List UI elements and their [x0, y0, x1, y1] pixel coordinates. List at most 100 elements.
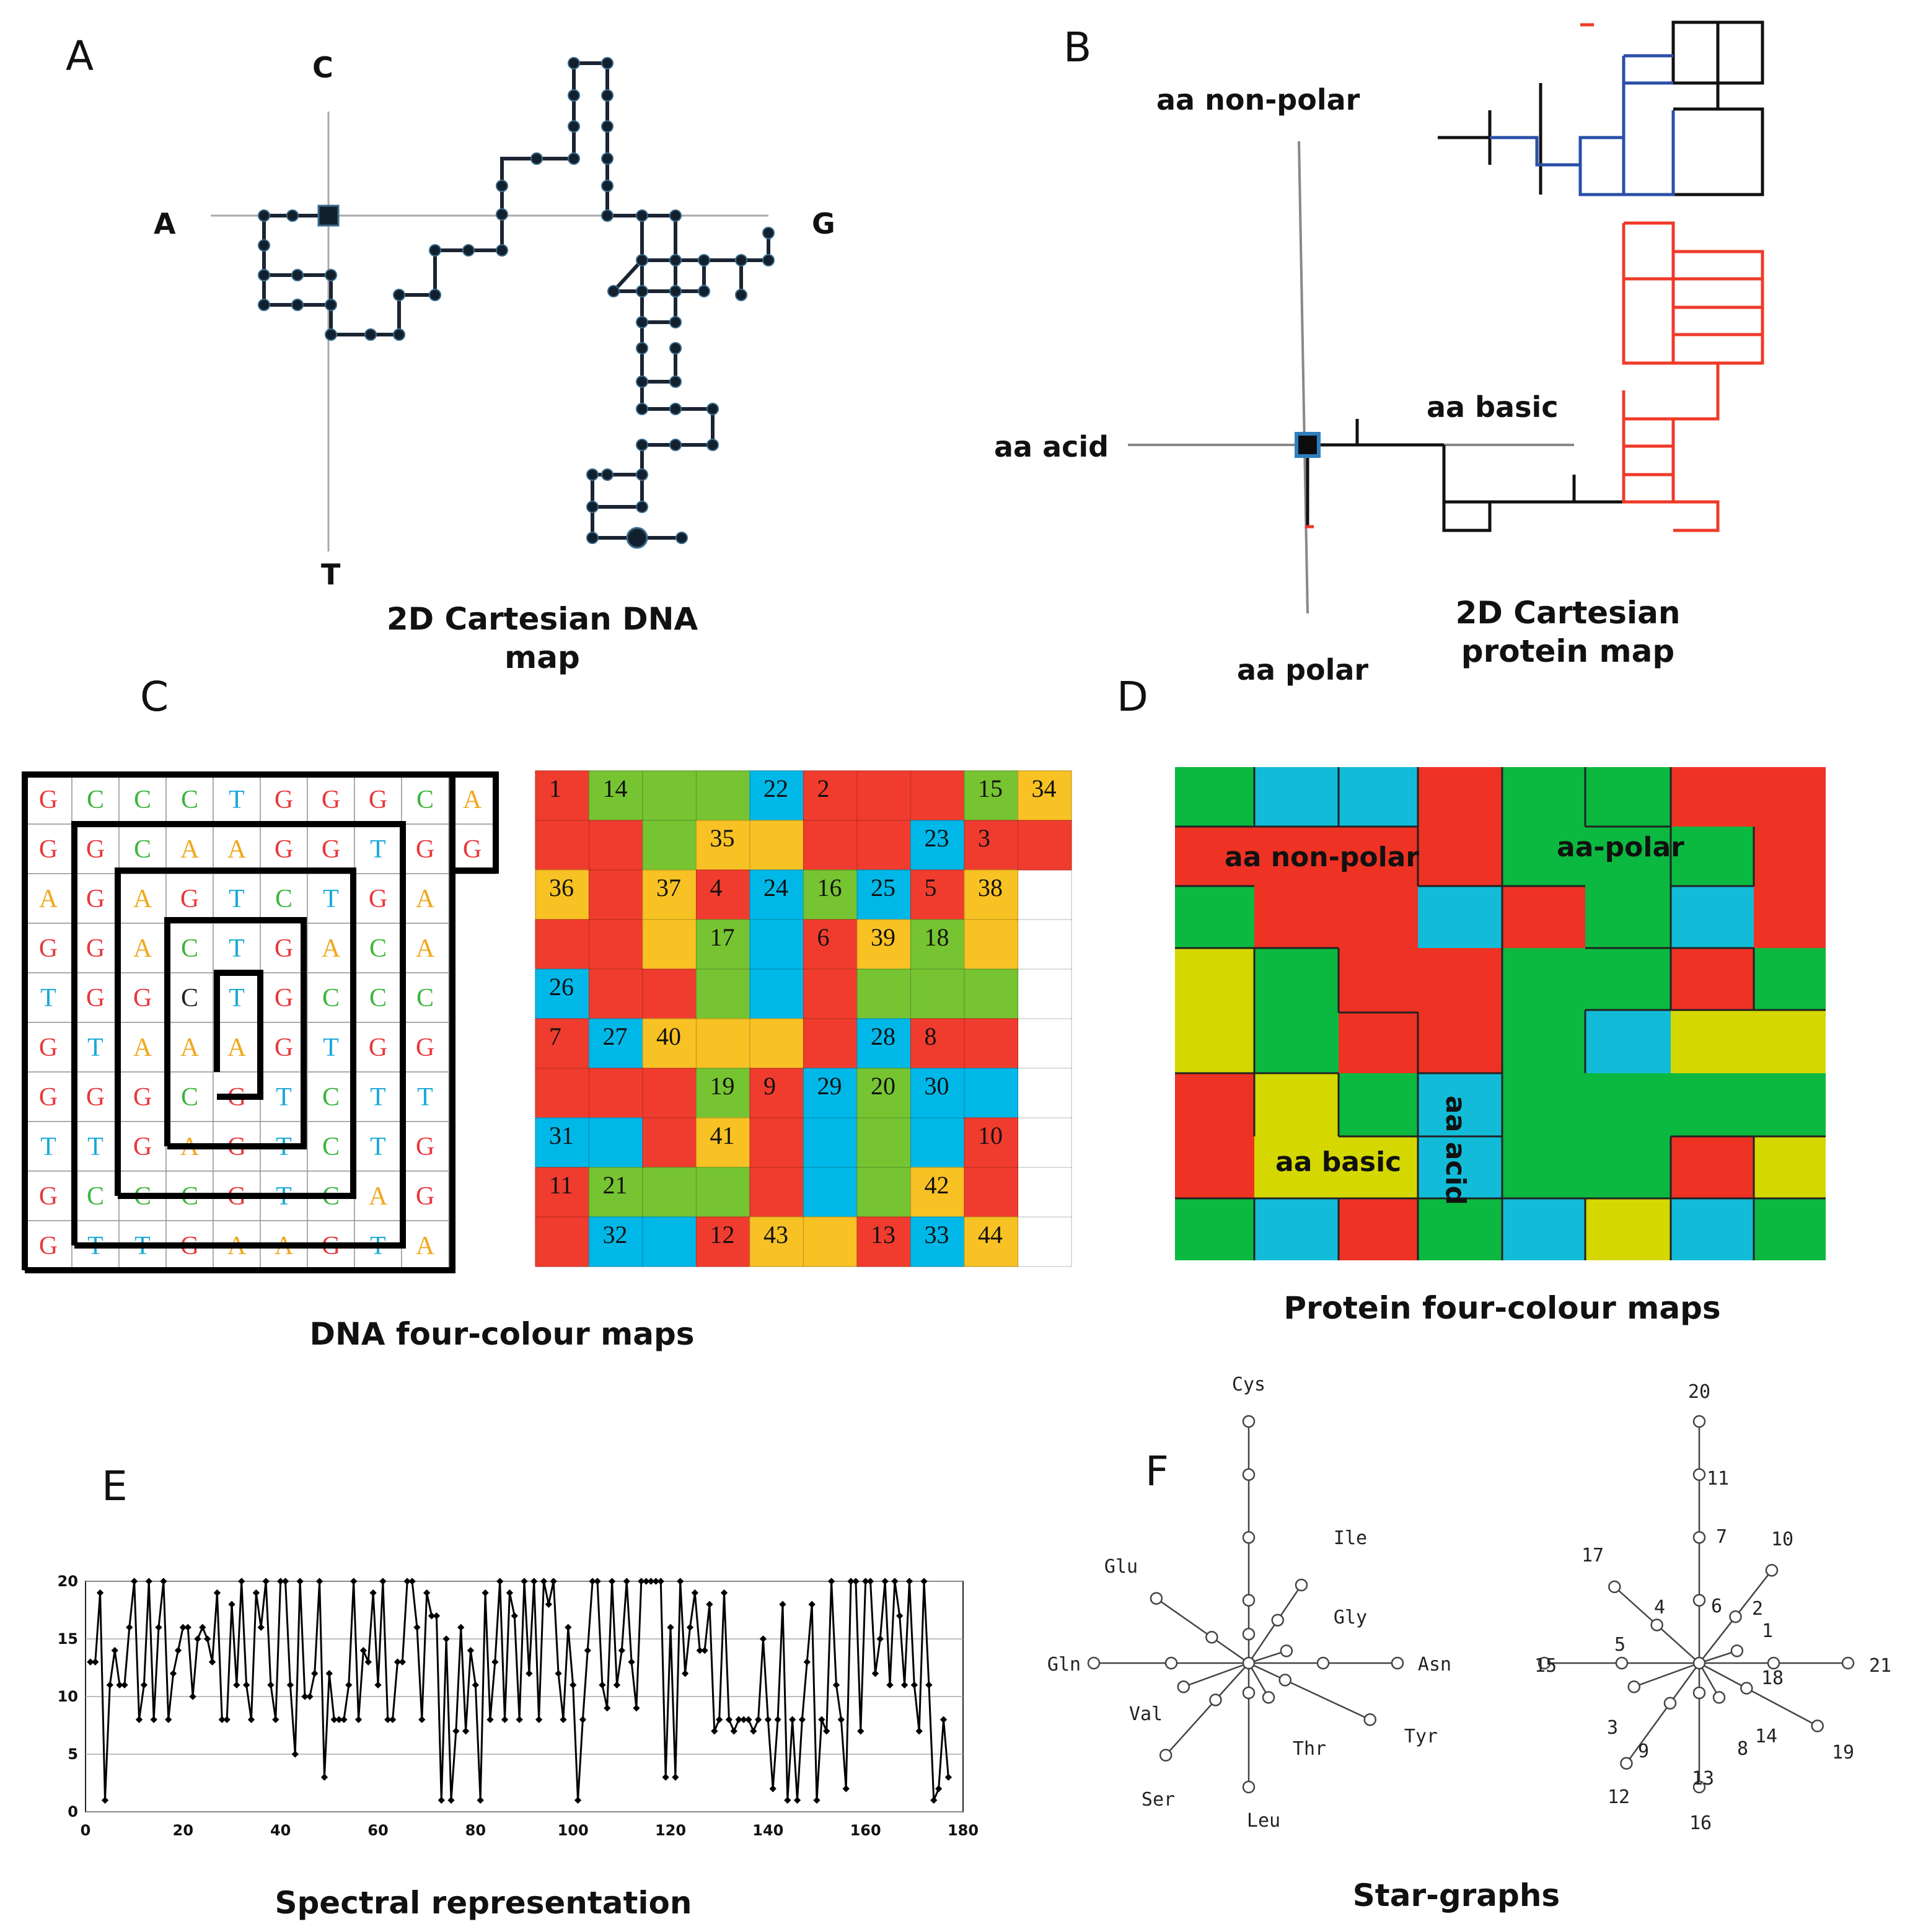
- star-spoke: [1634, 1662, 1700, 1688]
- dna-grid-letter: T: [323, 1034, 339, 1062]
- spectral-point: [667, 1623, 674, 1631]
- protein-region-cell: [1254, 886, 1339, 948]
- spectral-point: [252, 1589, 260, 1597]
- spectral-point: [818, 1716, 825, 1723]
- spectral-point: [745, 1716, 752, 1723]
- dna-region-cell: [696, 770, 750, 821]
- protein-region-cell: [1585, 1010, 1671, 1073]
- dna-region-number: 30: [925, 1072, 949, 1100]
- dna-grid-letter: C: [369, 934, 387, 963]
- spectral-point: [257, 1623, 265, 1631]
- star-node: [1164, 1656, 1178, 1670]
- dna-region-cell: [856, 770, 911, 821]
- dna-region-cell: [535, 770, 589, 821]
- spectral-point: [433, 1612, 441, 1620]
- dna-region-cell: [1018, 820, 1072, 871]
- spectral-point: [398, 1658, 406, 1666]
- spectral-point: [462, 1728, 470, 1735]
- spectral-point: [457, 1623, 465, 1631]
- spectral-point: [140, 1681, 148, 1689]
- star-label: 12: [1608, 1786, 1630, 1808]
- spectral-point: [604, 1704, 611, 1712]
- spectral-point: [150, 1716, 157, 1723]
- star-spoke: [1248, 1650, 1287, 1664]
- spectral-point: [491, 1658, 499, 1666]
- dna-region-cell: [964, 1018, 1018, 1069]
- protein-region-cell: [1175, 886, 1254, 948]
- dna-region-cell: [803, 919, 858, 970]
- protein-walk-red: [1305, 23, 1764, 532]
- protein-region-cell: [1175, 1073, 1254, 1136]
- spectral-point: [320, 1773, 328, 1781]
- spectral-point: [808, 1600, 816, 1608]
- spectral-point: [813, 1796, 821, 1804]
- panel-letter-f: F: [1145, 1447, 1169, 1495]
- dna-walk-end-circle: [626, 527, 648, 549]
- dna-grid-letter: T: [370, 835, 386, 864]
- dna-grid-cell: [307, 774, 355, 825]
- star-node: [1740, 1682, 1753, 1695]
- star-node: [1692, 1415, 1706, 1428]
- spectral-point: [857, 1728, 865, 1735]
- dna-grid-letter: A: [416, 934, 435, 963]
- dna-walk-start-square: [317, 204, 340, 227]
- protein-region-cell: [1754, 948, 1826, 1010]
- protein-region-cell: [1502, 948, 1585, 1010]
- spectral-point: [540, 1578, 548, 1585]
- protein-region-cell: [1254, 1198, 1339, 1260]
- dna-grid-letter: A: [133, 1034, 152, 1062]
- spectral-point: [87, 1658, 94, 1666]
- protein-region-cell: [1339, 886, 1418, 948]
- dna-region-cell: [856, 1216, 911, 1267]
- spectral-caption: Spectral representation: [275, 1885, 692, 1921]
- dna-region-cell: [589, 919, 643, 970]
- star-label: 11: [1707, 1468, 1729, 1490]
- protein-region-cell: [1418, 948, 1502, 1010]
- spectral-point: [827, 1578, 835, 1585]
- protein-region-cell: [1671, 1198, 1754, 1260]
- spectral-point: [272, 1716, 279, 1723]
- dna-grid-cell: [24, 873, 73, 924]
- star-label: Thr: [1293, 1738, 1326, 1760]
- star-label: 18: [1761, 1667, 1784, 1689]
- dna-region-number: 10: [978, 1122, 1003, 1149]
- protein-region-cell: [1671, 827, 1754, 886]
- spectral-point: [428, 1612, 436, 1620]
- protein-region-cell: [1671, 886, 1754, 948]
- dna-region-cell: [642, 1167, 697, 1218]
- spectral-point: [467, 1646, 475, 1654]
- dna-region-number: 37: [656, 874, 681, 902]
- spectral-point: [364, 1658, 372, 1666]
- dna-grid-letter: T: [40, 984, 56, 1012]
- dna-walk-plot: [211, 57, 775, 551]
- star-label: 15: [1534, 1655, 1557, 1677]
- dna-region-number: 13: [871, 1221, 895, 1249]
- dna-grid-cell: [71, 1170, 120, 1221]
- spectral-x-tick: 40: [270, 1822, 291, 1839]
- dna-grid-cell: [165, 774, 214, 825]
- star-label: 8: [1737, 1738, 1748, 1760]
- dna-region-cell: [696, 1068, 750, 1118]
- star-label: Gln: [1047, 1654, 1081, 1675]
- protein-axis-vertical: [1298, 141, 1309, 614]
- star-label: 5: [1614, 1634, 1626, 1656]
- protein-label-acid: aa acid: [1440, 1096, 1471, 1205]
- protein-four-colour-caption: Protein four-colour maps: [1283, 1290, 1721, 1326]
- spectral-x-tick: 140: [752, 1822, 783, 1839]
- spectral-point: [574, 1796, 582, 1804]
- spectral-point: [413, 1623, 421, 1631]
- dna-grid-letter: G: [369, 786, 387, 814]
- spectral-point: [935, 1785, 943, 1793]
- spectral-point: [521, 1578, 528, 1585]
- protein-region-cell: [1418, 1198, 1502, 1260]
- spectral-point: [672, 1773, 679, 1781]
- star-label: Ser: [1142, 1789, 1175, 1811]
- dna-region-cell: [964, 1068, 1018, 1118]
- spectral-point: [238, 1578, 245, 1585]
- star-node: [1087, 1656, 1101, 1670]
- dna-grid-letter: G: [416, 1133, 434, 1161]
- dna-grid-letter: A: [416, 1232, 435, 1260]
- spectral-point: [647, 1578, 655, 1585]
- spectral-point: [247, 1716, 255, 1723]
- dna-grid-letter: A: [416, 885, 435, 913]
